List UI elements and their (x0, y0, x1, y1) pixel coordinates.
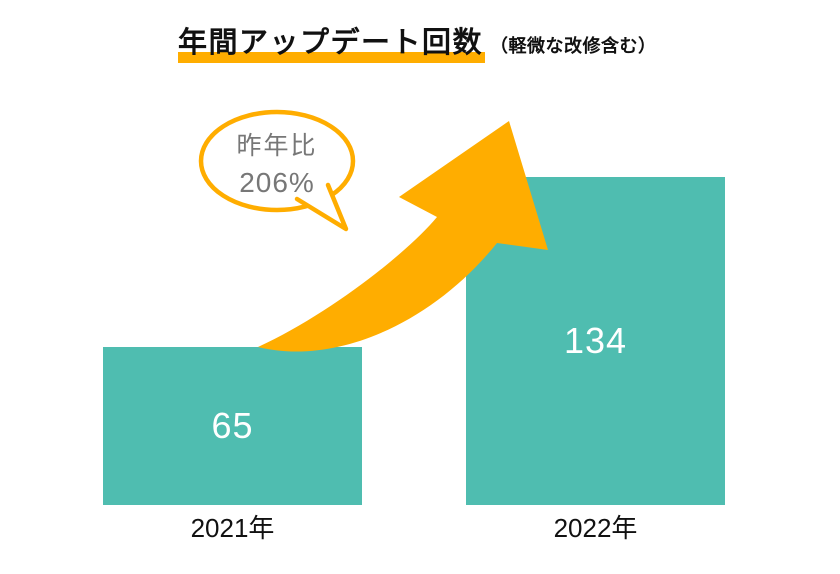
bubble-text-line2: 206% (239, 167, 315, 198)
bar-value-2022: 134 (563, 320, 628, 361)
chart-title-note: （軽微な改修含む） (490, 36, 657, 56)
category-label-2022: 2022年 (553, 513, 638, 543)
title-highlight-underline (178, 52, 486, 63)
bar-2021: 65 (103, 347, 362, 505)
chart-title-block: 年間アップデート回数 （軽微な改修含む） (178, 24, 657, 63)
chart-title: 年間アップデート回数 (178, 24, 486, 63)
bar-value-2021: 65 (211, 405, 254, 446)
category-label-2021: 2021年 (190, 513, 275, 543)
speech-bubble (198, 109, 356, 213)
bubble-text-line1: 昨年比 (236, 132, 317, 160)
speech-bubble-tail (294, 182, 349, 232)
bar-2022: 134 (466, 177, 725, 505)
chart-title-text: 年間アップデート回数 (178, 27, 484, 59)
